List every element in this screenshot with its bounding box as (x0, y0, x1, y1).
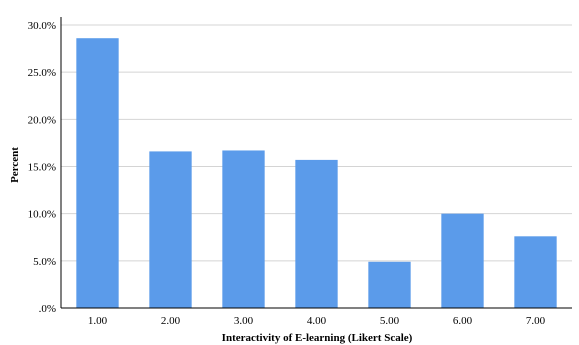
axes (60, 17, 572, 309)
x-tick-label: 4.00 (307, 315, 327, 327)
bar-5.00 (368, 261, 411, 308)
bar-2.00 (149, 151, 192, 308)
x-tick-label: 7.00 (526, 315, 546, 327)
x-tick-label: 2.00 (161, 315, 181, 327)
x-axis-title: Interactivity of E-learning (Likert Scal… (222, 332, 413, 344)
bar-7.00 (514, 236, 557, 308)
y-tick-label: 20.0% (28, 114, 56, 126)
bar-6.00 (441, 213, 484, 308)
y-tick-label: 15.0% (28, 162, 56, 174)
bar-3.00 (222, 150, 265, 308)
y-tick-label: 10.0% (28, 209, 56, 221)
y-tick-label: 25.0% (28, 67, 56, 79)
x-tick-labels: 1.00 2.00 3.00 4.00 5.00 6.00 7.00 (88, 315, 546, 327)
bar-4.00 (295, 159, 338, 308)
y-tick-labels: .0% 5.0% 10.0% 15.0% 20.0% 25.0% 30.0% (28, 20, 56, 315)
x-tick-label: 5.00 (380, 315, 400, 327)
y-tick-label: .0% (39, 303, 56, 315)
y-tick-label: 30.0% (28, 20, 56, 32)
x-tick-label: 1.00 (88, 315, 108, 327)
bar-1.00 (76, 38, 119, 308)
bars (76, 38, 557, 308)
x-tick-label: 6.00 (453, 315, 473, 327)
y-tick-label: 5.0% (33, 256, 56, 268)
x-tick-label: 3.00 (234, 315, 254, 327)
y-axis-title: Percent (9, 147, 21, 183)
